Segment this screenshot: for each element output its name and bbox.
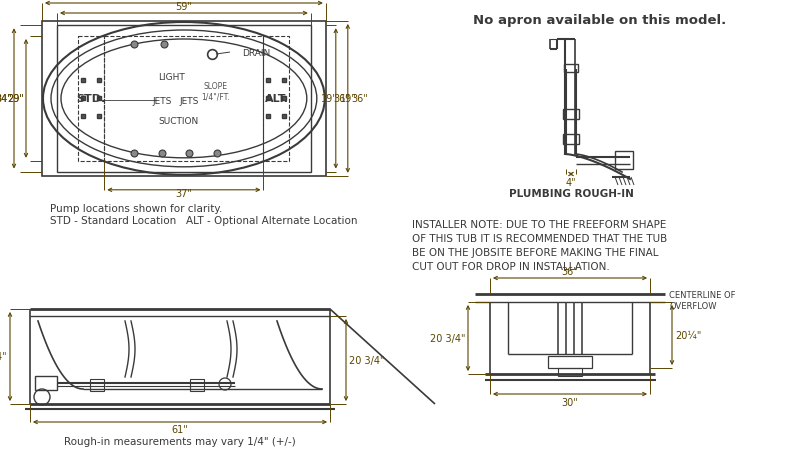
Text: 66": 66" [175, 0, 192, 2]
Text: 20 3/4": 20 3/4" [349, 355, 385, 365]
Text: 34": 34" [0, 94, 12, 104]
Text: INSTALLER NOTE: DUE TO THE FREEFORM SHAPE
OF THIS TUB IT IS RECOMMENDED THAT THE: INSTALLER NOTE: DUE TO THE FREEFORM SHAP… [412, 219, 667, 271]
Text: 22 1/4": 22 1/4" [0, 352, 7, 362]
Bar [35, 376, 57, 390]
Text: DRAIN: DRAIN [242, 48, 270, 57]
Bar [104, 37, 263, 162]
Text: 36": 36" [562, 267, 578, 276]
Text: STD - Standard Location   ALT - Optional Alternate Location: STD - Standard Location ALT - Optional A… [50, 215, 358, 225]
Text: PLUMBING ROUGH-IN: PLUMBING ROUGH-IN [509, 188, 634, 198]
Text: 19": 19" [321, 94, 338, 104]
Text: 20 3/4": 20 3/4" [430, 333, 465, 343]
Bar [548, 356, 592, 368]
Text: 20¼": 20¼" [675, 330, 702, 340]
Bar [78, 37, 104, 162]
Text: 59": 59" [175, 2, 192, 12]
Text: No apron available on this model.: No apron available on this model. [474, 14, 726, 27]
Text: 36": 36" [352, 94, 369, 104]
Text: ALT.: ALT. [265, 94, 289, 104]
Text: 37": 37" [175, 188, 192, 198]
Text: 34": 34" [0, 94, 12, 104]
Bar [615, 152, 633, 170]
Bar [42, 22, 326, 177]
Bar [190, 379, 204, 391]
Text: 30": 30" [562, 397, 578, 407]
Text: JETS: JETS [153, 96, 172, 106]
Bar [563, 135, 579, 145]
Bar [57, 26, 310, 172]
Text: STD.: STD. [77, 94, 106, 104]
Text: 19": 19" [340, 94, 357, 104]
Bar [558, 368, 582, 376]
Text: JETS: JETS [179, 96, 198, 106]
Text: 4": 4" [566, 177, 576, 187]
Text: LIGHT: LIGHT [158, 73, 186, 82]
Text: 36": 36" [333, 94, 350, 104]
Bar [263, 37, 290, 162]
Text: SUCTION: SUCTION [158, 116, 199, 126]
Text: Rough-in measurements may vary 1/4" (+/-): Rough-in measurements may vary 1/4" (+/-… [64, 436, 296, 446]
Text: 29": 29" [7, 94, 24, 104]
Text: Pump locations shown for clarity.: Pump locations shown for clarity. [50, 203, 222, 213]
Bar [90, 379, 104, 391]
Bar [563, 110, 579, 120]
Text: SLOPE
1/4"/FT.: SLOPE 1/4"/FT. [202, 81, 230, 101]
Text: CENTERLINE OF
OVERFLOW: CENTERLINE OF OVERFLOW [669, 290, 735, 311]
Text: 29": 29" [7, 94, 24, 104]
Bar [564, 65, 578, 73]
Text: 61": 61" [172, 424, 188, 434]
